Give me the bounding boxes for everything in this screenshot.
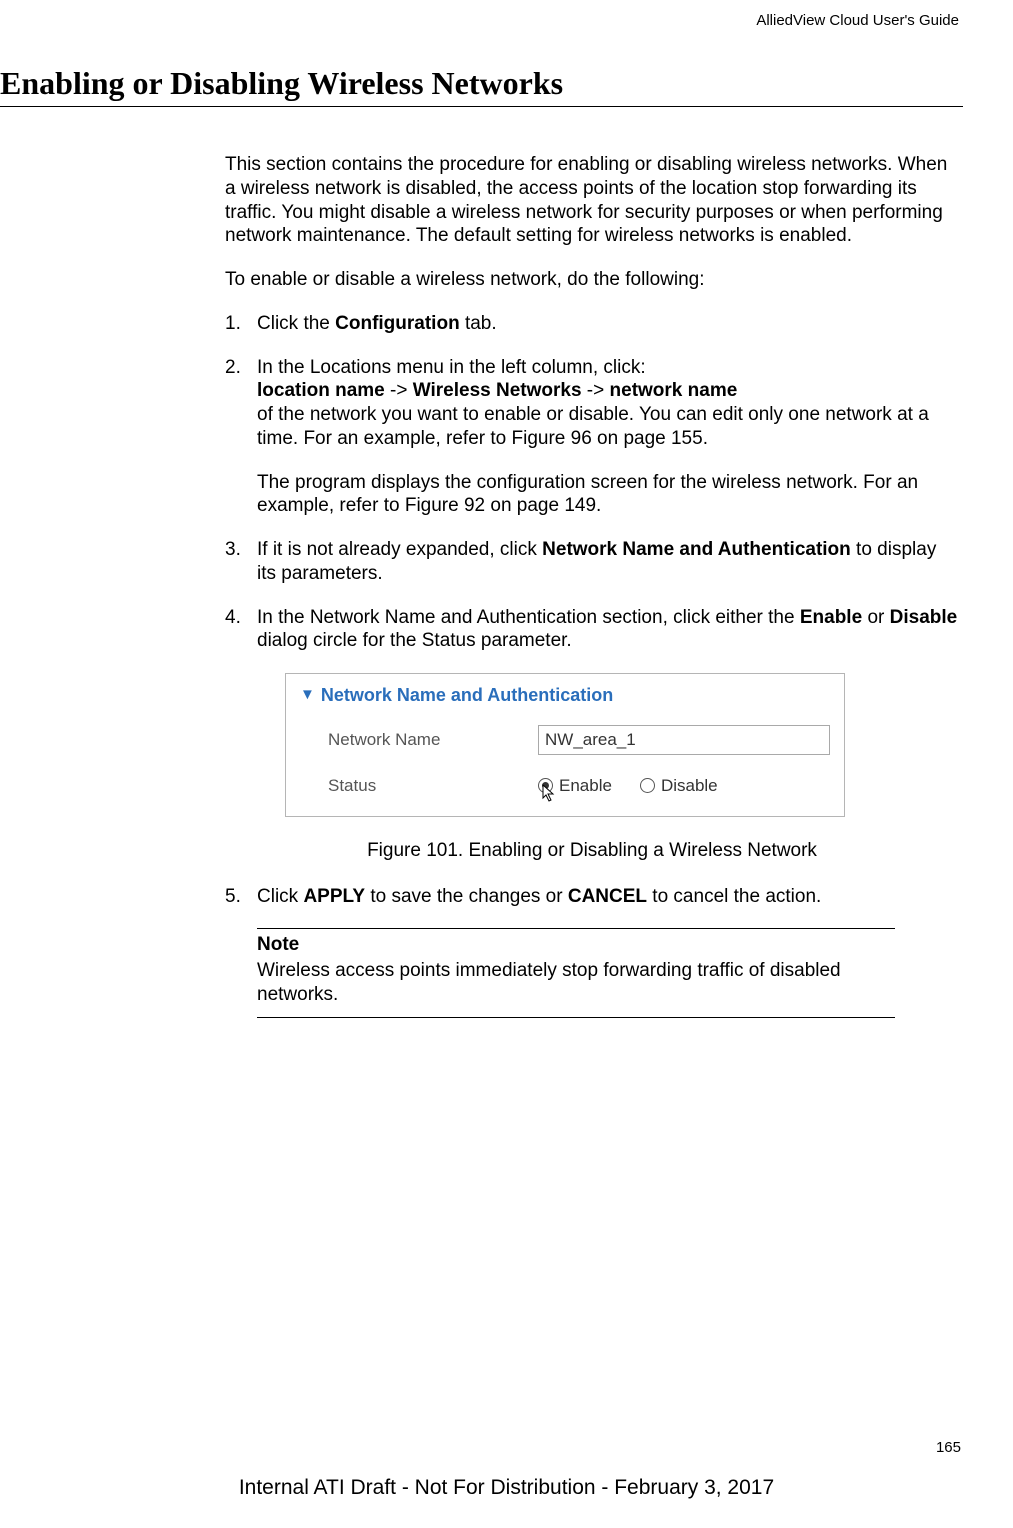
radio-disable[interactable]: Disable <box>640 775 718 796</box>
text: to cancel the action. <box>647 886 821 907</box>
bold-text: Network Name and Authentication <box>542 539 851 560</box>
footer-text: Internal ATI Draft - Not For Distributio… <box>0 1476 1013 1500</box>
step-number: 2. <box>225 356 257 451</box>
bold-text: Configuration <box>335 313 460 334</box>
step-body: Click the Configuration tab. <box>257 312 959 336</box>
text: dialog circle for the Status parameter. <box>257 630 572 651</box>
text: -> <box>582 380 610 401</box>
radio-label: Enable <box>559 775 612 796</box>
status-radio-group: Enable Disable <box>538 775 718 796</box>
text: If it is not already expanded, click <box>257 539 542 560</box>
intro-paragraph: This section contains the procedure for … <box>225 153 959 248</box>
radio-label: Disable <box>661 775 718 796</box>
text: In the Locations menu in the left column… <box>257 357 646 378</box>
text: Click the <box>257 313 335 334</box>
step-body: In the Network Name and Authentication s… <box>257 606 959 654</box>
step-5: 5. Click APPLY to save the changes or CA… <box>225 885 959 909</box>
heading-rule <box>0 106 963 107</box>
note-body: Wireless access points immediately stop … <box>257 959 895 1007</box>
note-heading: Note <box>257 933 895 957</box>
lead-paragraph: To enable or disable a wireless network,… <box>225 268 959 292</box>
step-3: 3. If it is not already expanded, click … <box>225 538 959 586</box>
note-block: Note Wireless access points immediately … <box>257 928 895 1017</box>
text: -> <box>385 380 413 401</box>
header-guide-title: AlliedView Cloud User's Guide <box>0 12 963 29</box>
page: AlliedView Cloud User's Guide Enabling o… <box>0 0 1013 1528</box>
page-number: 165 <box>936 1439 961 1456</box>
bold-text: Disable <box>890 607 958 628</box>
step-number: 4. <box>225 606 257 654</box>
figure-panel: ▼ Network Name and Authentication Networ… <box>285 673 845 817</box>
step-number: 5. <box>225 885 257 909</box>
step-4: 4. In the Network Name and Authenticatio… <box>225 606 959 654</box>
step-body: If it is not already expanded, click Net… <box>257 538 959 586</box>
figure-panel-title: Network Name and Authentication <box>321 684 613 707</box>
note-rule-bottom <box>257 1017 895 1018</box>
step-1: 1. Click the Configuration tab. <box>225 312 959 336</box>
network-name-row: Network Name <box>328 725 830 755</box>
step-body: In the Locations menu in the left column… <box>257 356 959 451</box>
network-name-label: Network Name <box>328 729 538 750</box>
bold-text: network name <box>610 380 738 401</box>
status-label: Status <box>328 775 538 796</box>
bold-text: Wireless Networks <box>413 380 582 401</box>
figure-title-row[interactable]: ▼ Network Name and Authentication <box>300 684 830 707</box>
page-heading: Enabling or Disabling Wireless Networks <box>0 65 963 102</box>
step-2: 2. In the Locations menu in the left col… <box>225 356 959 451</box>
bold-text: Enable <box>800 607 862 628</box>
radio-circle-icon <box>640 778 655 793</box>
text: or <box>862 607 889 628</box>
network-name-input[interactable] <box>538 725 830 755</box>
content-column: This section contains the procedure for … <box>225 153 959 1018</box>
step-2-sub: The program displays the configuration s… <box>257 471 959 519</box>
step-number: 3. <box>225 538 257 586</box>
bold-text: location name <box>257 380 385 401</box>
caret-down-icon: ▼ <box>300 686 315 705</box>
bold-text: CANCEL <box>568 886 647 907</box>
cursor-icon <box>542 784 558 804</box>
step-number: 1. <box>225 312 257 336</box>
status-row: Status Enable Disable <box>328 775 830 796</box>
text: to save the changes or <box>365 886 568 907</box>
note-rule-top <box>257 928 895 929</box>
text: tab. <box>460 313 497 334</box>
text: of the network you want to enable or dis… <box>257 404 929 449</box>
step-body: Click APPLY to save the changes or CANCE… <box>257 885 959 909</box>
text: In the Network Name and Authentication s… <box>257 607 800 628</box>
radio-enable[interactable]: Enable <box>538 775 612 796</box>
bold-text: APPLY <box>303 886 365 907</box>
text: Click <box>257 886 303 907</box>
figure-caption: Figure 101. Enabling or Disabling a Wire… <box>225 839 959 863</box>
